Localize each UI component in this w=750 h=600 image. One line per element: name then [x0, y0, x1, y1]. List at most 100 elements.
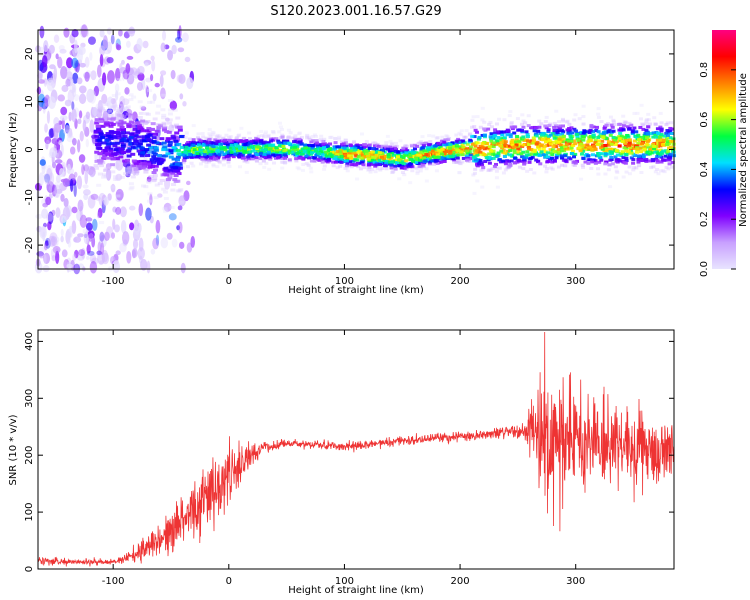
- spectrogram-cell: [120, 219, 127, 234]
- spectrogram-cell: [271, 138, 276, 142]
- spectrogram-cell: [314, 139, 319, 143]
- spectrogram-cell: [124, 87, 130, 95]
- spectrogram-cell: [148, 145, 154, 149]
- spectrogram-cell: [668, 126, 673, 130]
- spectrogram-cell: [657, 154, 662, 158]
- spectrogram-cell: [641, 127, 646, 131]
- spectrogram-cell: [241, 136, 246, 140]
- spectrogram-cell: [174, 162, 180, 166]
- spectrogram-cell: [525, 150, 530, 154]
- spectrogram-cell: [482, 153, 487, 157]
- spectrogram-cell: [465, 142, 470, 146]
- spectrogram-cell: [544, 170, 549, 174]
- spectrogram-cell: [286, 128, 291, 132]
- spectrogram-cell: [171, 124, 177, 128]
- spectrogram-cell: [167, 143, 173, 147]
- spectrogram-cell: [110, 185, 116, 189]
- spectrogram-cell: [163, 202, 172, 212]
- spectrogram-cell: [572, 127, 577, 131]
- spectrogram-cell: [208, 154, 213, 158]
- spectrogram-cell: [123, 172, 129, 176]
- spectrogram-cell: [39, 159, 46, 166]
- colorbar-gradient: [712, 30, 736, 269]
- spectrogram-cell: [137, 100, 143, 104]
- spectrogram-cell: [78, 93, 87, 105]
- spectrogram-cell: [47, 211, 54, 225]
- spectrogram-cell: [189, 161, 194, 165]
- spectrogram-cell: [628, 145, 633, 149]
- spectrogram-cell: [495, 140, 500, 144]
- spectrogram-cell: [115, 206, 122, 215]
- spectrogram-cell: [653, 150, 658, 154]
- spectrogram-cell: [177, 128, 183, 132]
- spectrogram-cell: [537, 125, 542, 129]
- spectrogram-cell: [596, 172, 601, 176]
- spectrogram-cell: [126, 73, 135, 85]
- spectrogram-cell: [60, 66, 68, 80]
- spectrogram-cell: [80, 247, 86, 259]
- spectrogram-cell: [290, 136, 295, 140]
- spectrogram-cell: [371, 147, 376, 151]
- spectrogram-cell: [118, 29, 123, 37]
- spectrogram-cell: [381, 162, 386, 166]
- spectrogram-cell: [191, 150, 196, 154]
- x-tick-label: -100: [102, 576, 125, 587]
- spectrogram-cell: [390, 171, 395, 175]
- spectrogram-cell: [655, 138, 660, 142]
- spectrogram-cell: [71, 138, 77, 146]
- spectrogram-cell: [509, 120, 514, 124]
- spectrogram-cell: [548, 151, 553, 155]
- spectrogram-cell: [598, 132, 603, 136]
- spectrogram-cell: [479, 168, 484, 172]
- spectrogram-cell: [128, 93, 134, 97]
- spectrogram-cell: [644, 158, 649, 162]
- spectrogram-cell: [246, 155, 251, 159]
- spectrogram-cell: [539, 150, 544, 154]
- spectrogram-cell: [115, 158, 124, 171]
- spectrogram-cell: [316, 157, 321, 161]
- spectrogram-cell: [389, 163, 394, 167]
- spectrogram-cell: [245, 160, 250, 164]
- spectrogram-cell: [631, 168, 636, 172]
- spectrogram-cell: [277, 148, 282, 152]
- spectrogram-cell: [529, 139, 534, 143]
- spectrogram-cell: [139, 154, 145, 158]
- spectrogram-cell: [581, 135, 586, 139]
- spectrogram-cell: [624, 159, 629, 163]
- spectrogram-cell: [627, 121, 632, 125]
- spectrogram-cell: [551, 145, 556, 149]
- spectrogram-cell: [328, 142, 333, 146]
- spectrogram-cell: [651, 131, 656, 135]
- spectrogram-cell: [39, 25, 45, 39]
- spectrogram-cell: [622, 122, 627, 126]
- spectrogram-cell: [572, 163, 577, 167]
- spectrogram-cell: [94, 143, 100, 147]
- spectrogram-cell: [202, 153, 207, 157]
- spectrogram-cell: [558, 124, 563, 128]
- spectrogram-cell: [271, 151, 276, 155]
- spectrogram-cell: [468, 153, 473, 157]
- spectrogram-cell: [409, 143, 414, 147]
- spectrogram-cell: [226, 145, 231, 149]
- spectrogram-cell: [97, 136, 103, 140]
- spectrogram-cell: [211, 141, 216, 145]
- spectrogram-cell: [552, 128, 557, 132]
- spectrogram-cell: [667, 162, 672, 166]
- spectrogram-cell: [200, 157, 205, 161]
- spectrogram-cell: [608, 147, 613, 151]
- spectrogram-cell: [234, 139, 239, 143]
- spectrogram-cell: [498, 144, 503, 148]
- spectrogram-cell: [222, 156, 227, 160]
- spectrogram-cell: [403, 147, 408, 151]
- spectrogram-cell: [116, 133, 122, 137]
- spectrogram-cell: [94, 121, 100, 125]
- spectrogram-cell: [603, 162, 608, 166]
- spectrogram-cell: [534, 132, 539, 136]
- spectrogram-cell: [558, 126, 563, 130]
- spectrogram-cell: [85, 217, 93, 222]
- spectrogram-cell: [493, 128, 498, 132]
- spectrogram-cell: [115, 188, 124, 201]
- spectrogram-cell: [215, 133, 220, 137]
- spectrogram-cell: [182, 159, 187, 163]
